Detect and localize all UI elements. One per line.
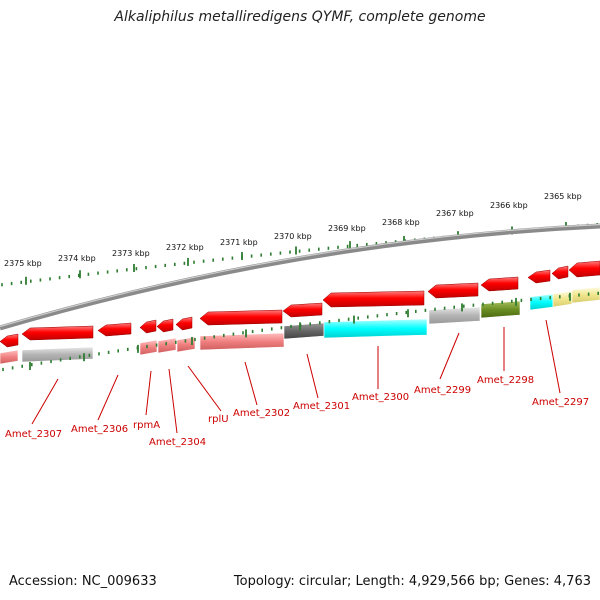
genome-stats-label: Topology: circular; Length: 4,929,566 bp…: [233, 574, 591, 589]
gene-arrow[interactable]: [551, 265, 569, 280]
callout-line: [439, 332, 460, 380]
gene-label[interactable]: Amet_2306: [71, 424, 128, 435]
gene-arrow[interactable]: [199, 309, 283, 326]
ruler-label: 2367 kbp: [436, 209, 474, 218]
ruler-label: 2375 kbp: [4, 259, 42, 268]
genome-backbone: [0, 223, 600, 331]
gene-label[interactable]: Amet_2301: [293, 401, 350, 412]
gene-arrow[interactable]: [527, 269, 551, 284]
feature-block: [176, 336, 196, 353]
feature-block: [0, 349, 19, 365]
callout-line: [545, 319, 561, 394]
ruler-label: 2365 kbp: [544, 192, 582, 201]
gene-arrow[interactable]: [282, 302, 323, 318]
gene-label[interactable]: Amet_2300: [352, 392, 409, 403]
gene-label[interactable]: rpmA: [133, 420, 160, 431]
feature-block: [157, 337, 177, 354]
feature-block: [199, 332, 285, 351]
callout-line: [97, 374, 119, 421]
page-title: Alkaliphilus metalliredigens QYMF, compl…: [114, 9, 486, 25]
ruler-label: 2374 kbp: [58, 254, 96, 263]
callout-line: [168, 368, 178, 434]
callout-line: [31, 378, 59, 425]
feature-block: [139, 339, 158, 356]
ruler-label: 2369 kbp: [328, 224, 366, 233]
gene-arrow[interactable]: [480, 276, 519, 292]
ruler-labels: 2375 kbp 2374 kbp 2373 kbp 2372 kbp 2371 kbp…: [4, 192, 582, 268]
callout-line: [145, 370, 152, 416]
gene-label[interactable]: Amet_2298: [477, 375, 534, 386]
ruler-label: 2373 kbp: [112, 249, 150, 258]
feature-block: [552, 290, 573, 308]
gene-arrow[interactable]: [175, 316, 193, 331]
callout-line: [244, 361, 258, 406]
callout-line: [306, 353, 319, 399]
gene-label[interactable]: Amet_2299: [414, 385, 471, 396]
ruler-label: 2372 kbp: [166, 243, 204, 252]
ruler-label: 2366 kbp: [490, 201, 528, 210]
inner-ruler: [2, 291, 599, 372]
gene-arrow[interactable]: [0, 333, 19, 348]
gene-label[interactable]: Amet_2297: [532, 397, 589, 408]
accession-label: Accession: NC_009633: [9, 574, 157, 589]
forward-strand-genes: [0, 260, 600, 348]
gene-arrow[interactable]: [139, 319, 157, 334]
feature-block: [21, 346, 94, 363]
ruler-label: 2368 kbp: [382, 218, 420, 227]
feature-block: [571, 286, 600, 304]
feature-block: [480, 300, 521, 319]
feature-block: [283, 322, 325, 340]
feature-track: [0, 286, 600, 365]
gene-arrow[interactable]: [322, 290, 425, 308]
feature-block: [428, 306, 481, 325]
gene-arrow[interactable]: [156, 318, 174, 333]
gene-label[interactable]: Amet_2304: [149, 437, 206, 448]
gene-arrow[interactable]: [427, 282, 479, 299]
ruler-label: 2371 kbp: [220, 238, 258, 247]
gene-arrow[interactable]: [568, 260, 600, 278]
gene-label[interactable]: rplU: [208, 414, 229, 425]
gene-callouts: Amet_2307 Amet_2306 rpmA Amet_2304 rplU Amet_…: [5, 319, 589, 448]
gene-label[interactable]: Amet_2307: [5, 429, 62, 440]
feature-block: [323, 318, 428, 339]
gene-label[interactable]: Amet_2302: [233, 408, 290, 419]
callout-line: [187, 365, 222, 412]
gene-arrow[interactable]: [97, 322, 132, 337]
gene-arrow[interactable]: [21, 325, 94, 341]
ruler-label: 2370 kbp: [274, 232, 312, 241]
